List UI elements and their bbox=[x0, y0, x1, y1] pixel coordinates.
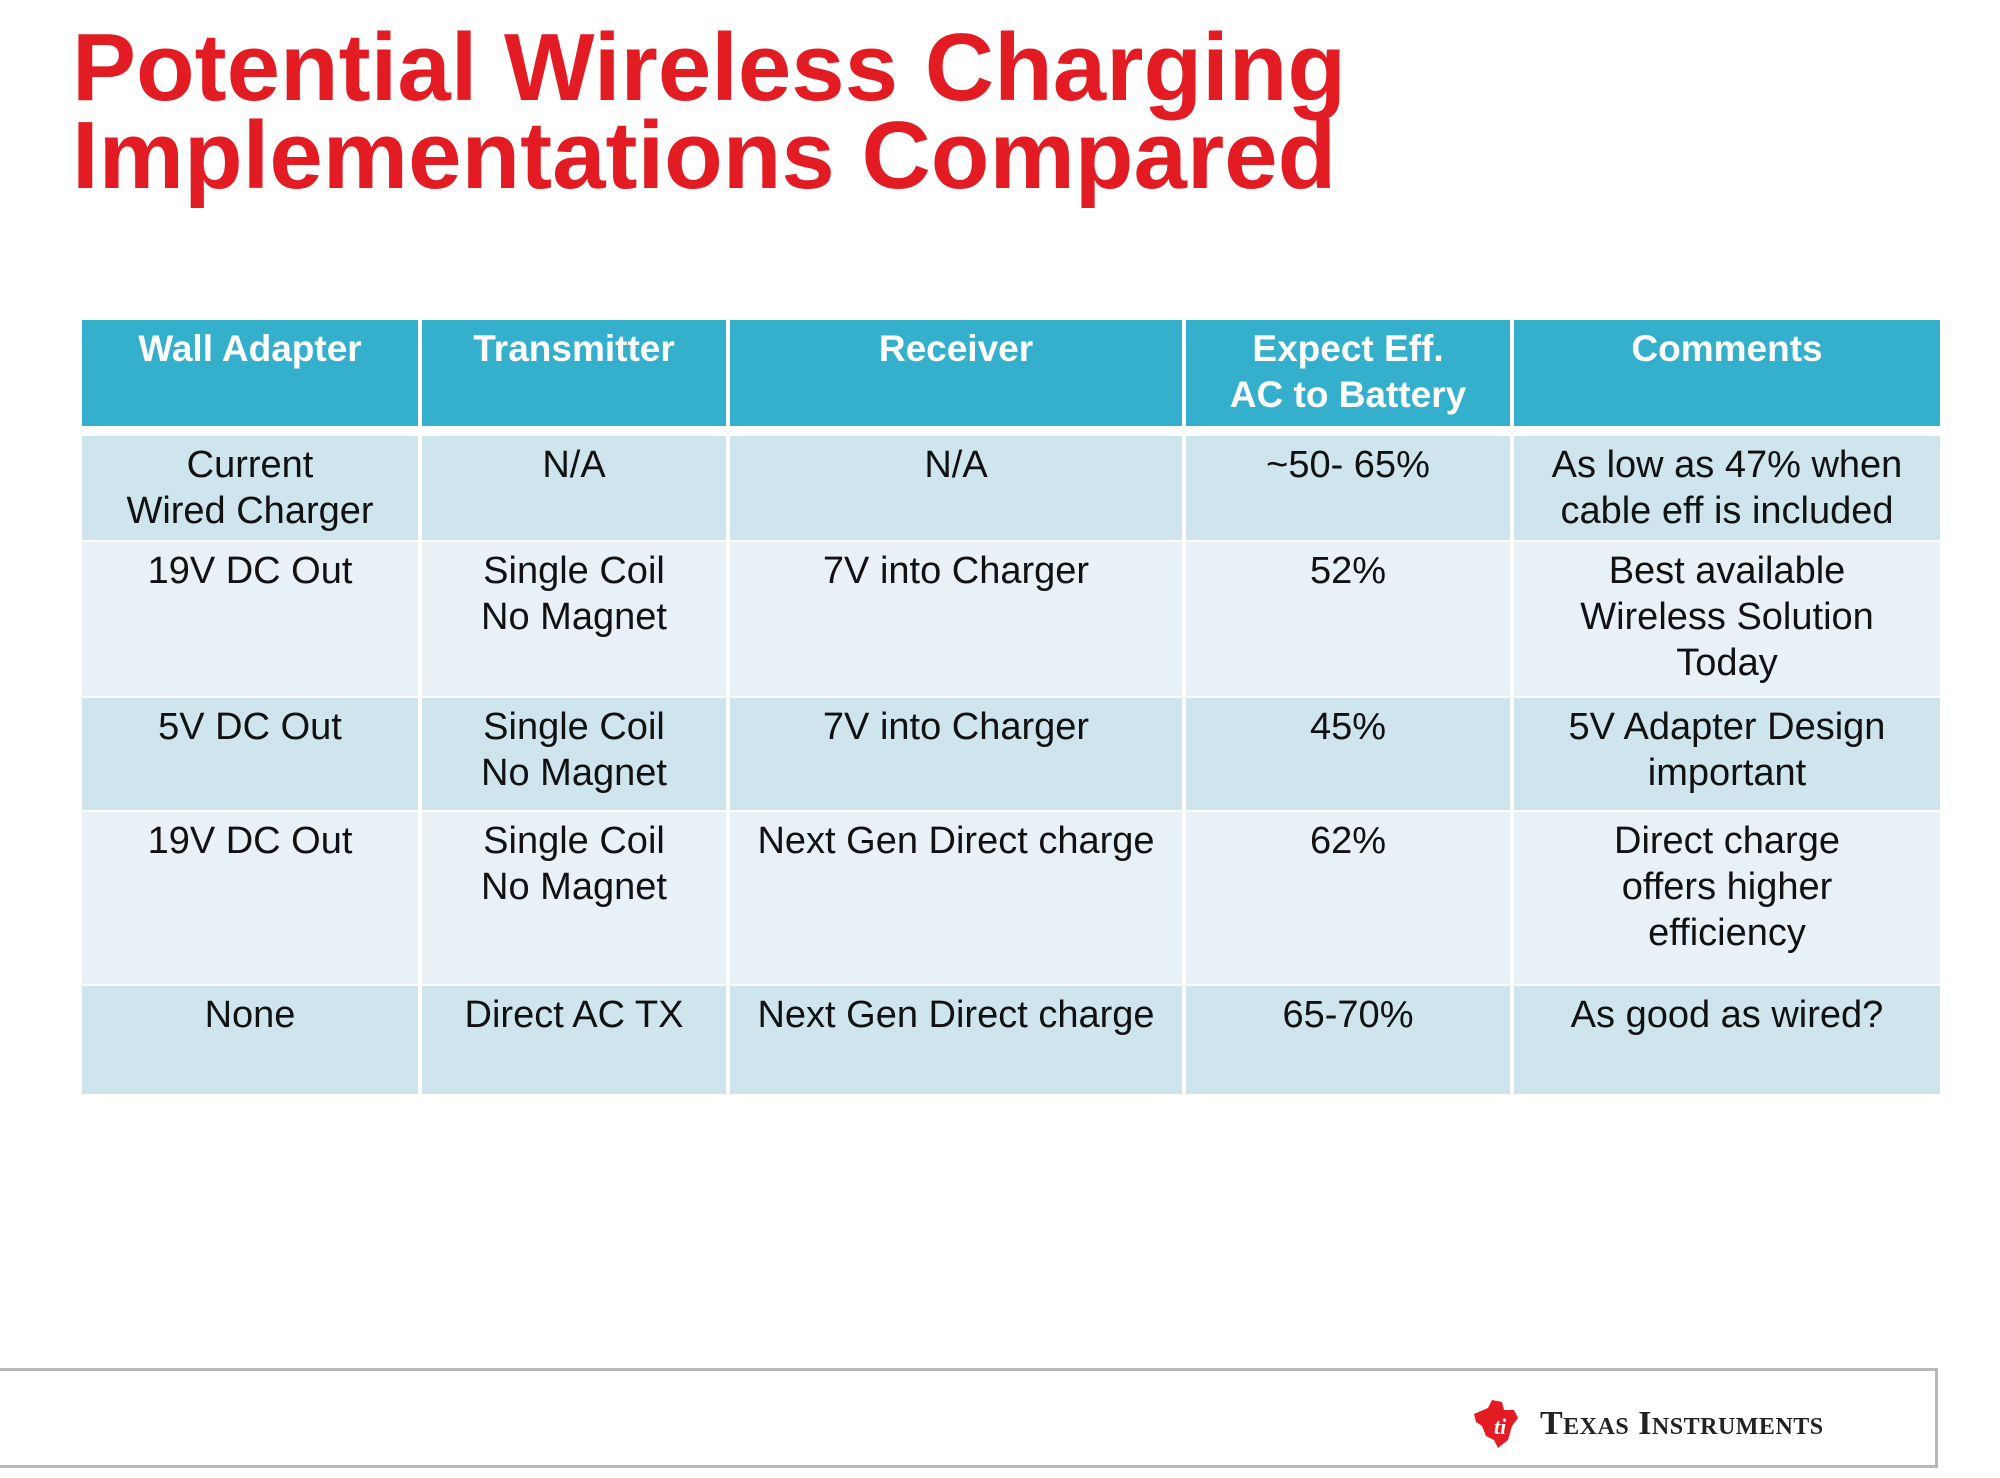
cell-text-line: offers higher bbox=[1621, 866, 1833, 908]
table-cell-receiver: Next Gen Direct charge bbox=[730, 986, 1182, 1094]
cell-text-line: 19V DC Out bbox=[147, 820, 353, 862]
header-cell-receiver: Receiver bbox=[730, 320, 1182, 426]
table-cell-efficiency: 45% bbox=[1186, 698, 1510, 810]
cell-text-line: important bbox=[1647, 752, 1807, 794]
table-cell-transmitter: Single Coil No Magnet bbox=[422, 812, 726, 984]
slide-title: Potential Wireless Charging Implementati… bbox=[72, 14, 1347, 209]
cell-text-line: 5V DC Out bbox=[158, 706, 342, 748]
cell-text-line: Single Coil bbox=[483, 550, 665, 592]
table-cell-transmitter: Single Coil No Magnet bbox=[422, 698, 726, 810]
cell-text-line: As good as wired? bbox=[1570, 994, 1884, 1036]
cell-text-line: Today bbox=[1676, 642, 1778, 684]
table-cell-transmitter: N/A bbox=[422, 436, 726, 540]
cell-text-line: Next Gen Direct charge bbox=[757, 994, 1155, 1036]
cell-text-line: Best available bbox=[1608, 550, 1846, 592]
cell-text-line: No Magnet bbox=[481, 596, 667, 638]
cell-text-line: cable eff is included bbox=[1560, 490, 1894, 532]
cell-text-line: Single Coil bbox=[483, 820, 665, 862]
table-cell-receiver: Next Gen Direct charge bbox=[730, 812, 1182, 984]
cell-text-line: As low as 47% when bbox=[1551, 444, 1903, 486]
table-cell-wall-adapter: 19V DC Out bbox=[82, 812, 418, 984]
svg-text:ti: ti bbox=[1494, 1414, 1507, 1439]
table-cell-receiver: N/A bbox=[730, 436, 1182, 540]
cell-text-line: Direct charge bbox=[1614, 820, 1840, 862]
cell-text-line: Receiver bbox=[878, 328, 1034, 369]
cell-text-line: N/A bbox=[542, 444, 606, 486]
table-cell-comments: As good as wired? bbox=[1514, 986, 1940, 1094]
table-cell-receiver: 7V into Charger bbox=[730, 542, 1182, 696]
company-logo: ti Texas Instruments bbox=[1468, 1396, 1824, 1452]
table-cell-comments: 5V Adapter Design important bbox=[1514, 698, 1940, 810]
cell-text-line: Wireless Solution bbox=[1580, 596, 1874, 638]
table-cell-comments: Direct charge offers higher efficiency bbox=[1514, 812, 1940, 984]
cell-text-line: Single Coil bbox=[483, 706, 665, 748]
cell-text-line: ~50- 65% bbox=[1266, 444, 1430, 486]
table-cell-transmitter: Single Coil No Magnet bbox=[422, 542, 726, 696]
header-cell-transmitter: Transmitter bbox=[422, 320, 726, 426]
slide-title-line-2: Implementations Compared bbox=[72, 102, 1337, 209]
slide-title-line-1: Potential Wireless Charging bbox=[72, 14, 1347, 121]
header-cell-wall-adapter: Wall Adapter bbox=[82, 320, 418, 426]
cell-text-line: efficiency bbox=[1648, 912, 1806, 954]
header-cell-comments: Comments bbox=[1514, 320, 1940, 426]
table-cell-efficiency: 52% bbox=[1186, 542, 1510, 696]
cell-text-line: Expect Eff. bbox=[1252, 328, 1444, 369]
cell-text-line: 62% bbox=[1309, 820, 1387, 862]
cell-text-line: N/A bbox=[924, 444, 988, 486]
table-cell-wall-adapter: Current Wired Charger bbox=[82, 436, 418, 540]
cell-text-line: 52% bbox=[1309, 550, 1387, 592]
table-cell-comments: As low as 47% when cable eff is included bbox=[1514, 436, 1940, 540]
footer-bar bbox=[0, 1368, 1938, 1468]
table-cell-wall-adapter: None bbox=[82, 986, 418, 1094]
cell-text-line: Comments bbox=[1631, 328, 1823, 369]
cell-text-line: 5V Adapter Design bbox=[1568, 706, 1886, 748]
ti-logo-text: Texas Instruments bbox=[1540, 1405, 1824, 1442]
table-cell-wall-adapter: 19V DC Out bbox=[82, 542, 418, 696]
ti-logo-icon: ti bbox=[1474, 1400, 1518, 1448]
table-cell-efficiency: 62% bbox=[1186, 812, 1510, 984]
table-cell-wall-adapter: 5V DC Out bbox=[82, 698, 418, 810]
cell-text-line: Direct AC TX bbox=[464, 994, 684, 1036]
cell-text-line: Transmitter bbox=[473, 328, 675, 369]
cell-text-line: None bbox=[204, 994, 296, 1036]
cell-text-line: 65-70% bbox=[1282, 994, 1414, 1036]
cell-text-line: 45% bbox=[1309, 706, 1387, 748]
table-cell-efficiency: 65-70% bbox=[1186, 986, 1510, 1094]
cell-text-line: Current bbox=[186, 444, 314, 486]
cell-text-line: Next Gen Direct charge bbox=[757, 820, 1155, 862]
table-cell-transmitter: Direct AC TX bbox=[422, 986, 726, 1094]
cell-text-line: Wired Charger bbox=[126, 490, 374, 532]
table-cell-receiver: 7V into Charger bbox=[730, 698, 1182, 810]
cell-text-line: Wall Adapter bbox=[138, 328, 362, 369]
cell-text-line: No Magnet bbox=[481, 866, 667, 908]
cell-text-line: No Magnet bbox=[481, 752, 667, 794]
cell-text-line: 19V DC Out bbox=[147, 550, 353, 592]
cell-text-line: AC to Battery bbox=[1229, 374, 1467, 415]
cell-text-line: 7V into Charger bbox=[822, 550, 1090, 592]
table-cell-comments: Best available Wireless Solution Today bbox=[1514, 542, 1940, 696]
cell-text-line: 7V into Charger bbox=[822, 706, 1090, 748]
table-cell-efficiency: ~50- 65% bbox=[1186, 436, 1510, 540]
header-cell-efficiency: Expect Eff. AC to Battery bbox=[1186, 320, 1510, 426]
